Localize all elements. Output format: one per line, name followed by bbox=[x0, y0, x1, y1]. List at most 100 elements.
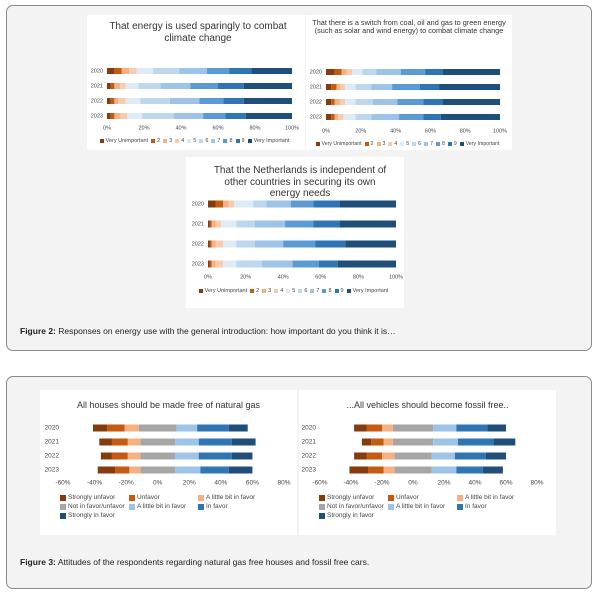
x-tick-label: 60% bbox=[315, 274, 326, 280]
bar-segment bbox=[382, 452, 395, 460]
legend-item: 6 bbox=[199, 138, 208, 144]
y-tick-label: 2023 bbox=[310, 114, 322, 120]
bar-segment bbox=[218, 83, 244, 89]
legend-label: 6 bbox=[205, 138, 209, 144]
bar-segment bbox=[253, 200, 267, 208]
legend-swatch bbox=[334, 289, 339, 293]
x-tick-label: 0% bbox=[408, 480, 418, 487]
bar-segment bbox=[339, 84, 346, 90]
legend-label: A little bit in favor bbox=[396, 503, 446, 510]
bar-segment bbox=[456, 466, 483, 474]
bar-segment bbox=[129, 466, 141, 474]
bar-segment bbox=[326, 114, 332, 120]
legend-item: 8 bbox=[435, 141, 445, 147]
legend: Strongly unfavor Unfavor A little bit in f… bbox=[305, 494, 550, 521]
bar-segment bbox=[366, 424, 382, 432]
x-tick-label: 40% bbox=[390, 128, 401, 134]
bar-segment bbox=[114, 83, 120, 89]
bar-segment bbox=[223, 240, 237, 248]
bar-segment bbox=[110, 83, 115, 89]
legend-swatch bbox=[262, 289, 267, 293]
legend-label: Very Important bbox=[253, 138, 290, 144]
bar-segment bbox=[124, 424, 139, 432]
legend-item: 6 bbox=[298, 288, 307, 294]
bar-segment bbox=[339, 99, 346, 105]
legend-label: Strongly unfavor bbox=[327, 494, 375, 501]
x-tick-label: 40% bbox=[468, 480, 481, 487]
bar-segment bbox=[243, 83, 292, 89]
legend-item: Strongly in favor bbox=[60, 512, 126, 519]
x-tick-label: -60% bbox=[55, 480, 70, 487]
legend-label: 4 bbox=[181, 138, 185, 144]
legend-label: Very Unimportant bbox=[105, 138, 149, 144]
legend-swatch bbox=[315, 142, 320, 146]
bar-segment bbox=[442, 69, 500, 75]
legend-item: 8 bbox=[322, 288, 332, 294]
legend-label: 5 bbox=[292, 288, 296, 294]
legend-label: Very Important bbox=[465, 141, 500, 147]
legend-swatch bbox=[129, 503, 135, 510]
bar-segment bbox=[383, 466, 395, 474]
bar-segment bbox=[372, 99, 398, 105]
bar-segment bbox=[169, 98, 200, 104]
x-tick-label: 40% bbox=[214, 480, 227, 487]
legend-label: Strongly in favor bbox=[68, 512, 115, 519]
legend: Strongly unfavor Unfavor A little bit in f… bbox=[46, 494, 291, 521]
bar-segment bbox=[345, 84, 356, 90]
bar-segment bbox=[362, 69, 377, 75]
bar-segment bbox=[197, 424, 229, 432]
chart-title: That the Netherlands is independent of o… bbox=[213, 165, 387, 199]
bar-segment bbox=[223, 98, 244, 104]
bar-segment bbox=[334, 69, 342, 75]
bar-segment bbox=[245, 113, 292, 119]
x-tick-label: -60% bbox=[312, 480, 327, 487]
bar-segment bbox=[290, 200, 314, 208]
bar-segment bbox=[493, 438, 516, 446]
legend-swatch bbox=[346, 289, 351, 293]
bar-segment bbox=[229, 68, 252, 74]
bar-segment bbox=[125, 83, 139, 89]
bar-segment bbox=[423, 99, 443, 105]
plot: -60% -40% -20% 0% 20% 40% 60% 80% 2020 2021 2022 20… bbox=[45, 424, 291, 487]
legend-item: In favor bbox=[198, 503, 264, 510]
bar-segment bbox=[110, 98, 115, 104]
bar-segment bbox=[198, 438, 232, 446]
legend-swatch bbox=[274, 289, 279, 293]
bar-segment bbox=[345, 99, 356, 105]
x-tick-label: 80% bbox=[530, 480, 543, 487]
bar-segment bbox=[354, 424, 367, 432]
legend-swatch bbox=[60, 512, 66, 519]
caption-text: Responses on energy use with the general… bbox=[58, 326, 396, 336]
x-tick-label: 0% bbox=[153, 480, 163, 487]
bar-segment bbox=[236, 240, 255, 248]
bar-segment bbox=[211, 220, 216, 228]
bar-segment bbox=[114, 113, 120, 119]
bar-segment bbox=[337, 260, 396, 268]
x-tick-label: 20% bbox=[183, 480, 196, 487]
bar-segment bbox=[400, 69, 426, 75]
bar-segment bbox=[371, 84, 393, 90]
legend-label: A little bit in favor bbox=[206, 494, 256, 501]
bar-segment bbox=[215, 220, 222, 228]
legend-item: In favor bbox=[457, 503, 523, 510]
legend-label: Very Unimportant bbox=[321, 141, 362, 147]
bar-segment bbox=[487, 424, 506, 432]
legend-label: 3 bbox=[382, 141, 386, 147]
legend-swatch bbox=[310, 289, 315, 293]
bar-segment bbox=[92, 424, 108, 432]
bar-segment bbox=[266, 200, 291, 208]
x-tick-label: 20% bbox=[240, 274, 251, 280]
legend-swatch bbox=[459, 142, 464, 146]
bar-segment bbox=[107, 424, 125, 432]
bar-segment bbox=[200, 466, 229, 474]
bar-segment bbox=[339, 220, 396, 228]
x-tick-label: 60% bbox=[246, 480, 259, 487]
legend-item: A little bit in favor bbox=[198, 494, 264, 501]
bar-segment bbox=[107, 68, 115, 74]
legend-item: 2 bbox=[151, 138, 160, 144]
bar-segment bbox=[209, 220, 212, 228]
y-tick-label: 2023 bbox=[45, 467, 60, 474]
bar-segment bbox=[127, 113, 143, 119]
y-tick-label: 2022 bbox=[302, 453, 317, 460]
bar-segment bbox=[231, 438, 256, 446]
